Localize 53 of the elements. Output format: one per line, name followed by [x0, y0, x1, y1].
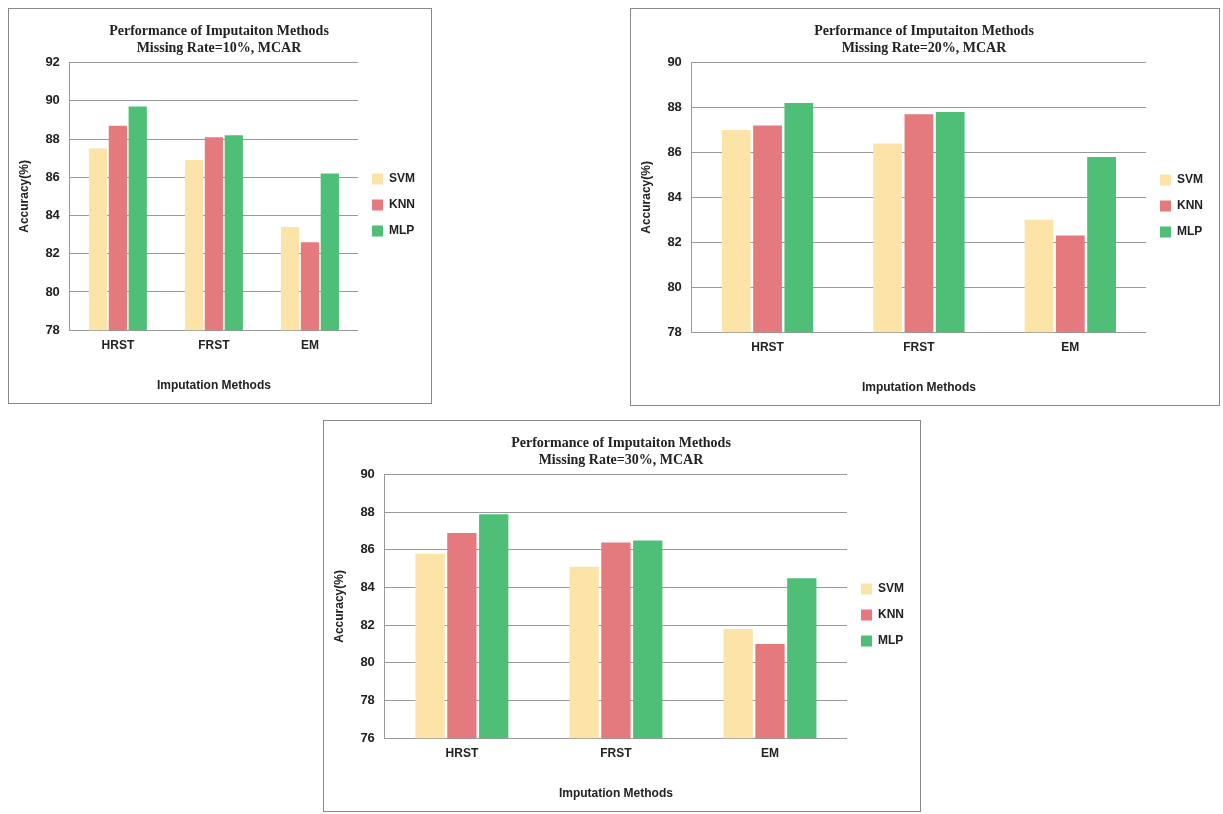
y-tick-label: 78	[667, 323, 682, 339]
y-tick-label: 88	[667, 99, 682, 115]
x-tick-label: HRST	[751, 339, 785, 354]
legend-label: SVM	[1177, 172, 1204, 187]
y-tick-label: 92	[45, 54, 60, 70]
y-tick-label: 88	[360, 503, 375, 519]
y-axis-title: Accuracy(%)	[638, 161, 653, 234]
x-axis-title: Imputation Methods	[558, 786, 674, 801]
legend-label: MLP	[878, 633, 904, 648]
x-tick-label: FRST	[903, 339, 936, 354]
legend-label: KNN	[878, 607, 904, 622]
x-tick-label: HRST	[101, 337, 135, 352]
text: Performance of Imputaiton Methods	[814, 23, 1034, 39]
y-tick-label: 82	[45, 245, 60, 261]
x-tick-label: HRST	[445, 745, 479, 760]
text: Performance of Imputaiton Methods	[511, 435, 731, 451]
y-tick-label: 78	[360, 692, 375, 708]
x-tick-label: EM	[300, 337, 319, 352]
y-tick-label: 80	[360, 654, 375, 670]
text: Missing Rate=30%, MCAR	[538, 451, 704, 467]
y-tick-label: 86	[667, 144, 682, 160]
y-tick-label: 86	[360, 541, 375, 557]
y-tick-label: 84	[667, 188, 683, 204]
text: Missing Rate=10%, MCAR	[136, 39, 302, 55]
x-axis-title: Imputation Methods	[861, 380, 977, 395]
x-tick-label: FRST	[198, 337, 231, 352]
y-tick-label: 88	[45, 130, 60, 146]
legend-label: SVM	[389, 171, 416, 186]
y-axis-title: Accuracy(%)	[16, 160, 31, 233]
y-tick-label: 82	[667, 233, 682, 249]
y-tick-label: 86	[45, 168, 60, 184]
y-tick-label: 90	[667, 54, 682, 70]
y-tick-label: 76	[360, 729, 375, 745]
x-tick-label: EM	[1061, 339, 1080, 354]
legend-label: MLP	[1177, 224, 1203, 239]
y-tick-label: 82	[360, 616, 375, 632]
y-axis-title: Accuracy(%)	[331, 570, 346, 643]
text: Missing Rate=20%, MCAR	[841, 39, 1007, 55]
x-tick-label: EM	[760, 745, 779, 760]
legend-label: MLP	[389, 223, 415, 238]
y-tick-label: 78	[45, 321, 60, 337]
text: Performance of Imputaiton Methods	[109, 23, 329, 39]
y-tick-label: 90	[360, 466, 375, 482]
y-tick-label: 84	[45, 207, 61, 223]
x-axis-title: Imputation Methods	[156, 378, 272, 393]
legend-label: KNN	[1177, 198, 1203, 213]
y-tick-label: 80	[45, 283, 60, 299]
x-tick-label: FRST	[600, 745, 633, 760]
legend-label: KNN	[389, 197, 415, 212]
y-tick-label: 80	[667, 278, 682, 294]
y-tick-label: 84	[360, 579, 376, 595]
y-tick-label: 90	[45, 92, 60, 108]
legend-label: SVM	[878, 581, 905, 596]
